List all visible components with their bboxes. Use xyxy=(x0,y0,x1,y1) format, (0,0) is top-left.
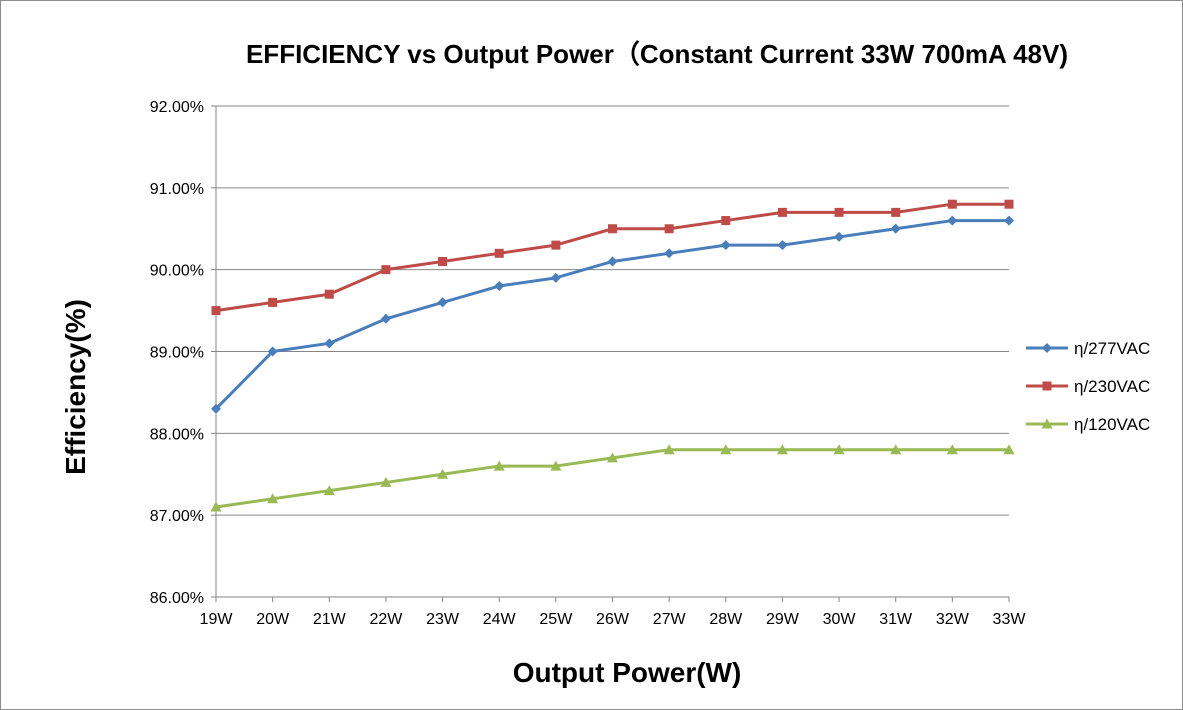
legend-item: η/277VAC xyxy=(1026,339,1150,358)
y-tick-label: 92.00% xyxy=(150,99,204,116)
data-point-diamond xyxy=(834,231,845,242)
y-tick-label: 86.00% xyxy=(150,590,204,607)
data-point-square xyxy=(438,256,448,266)
data-point-triangle xyxy=(720,444,732,455)
data-point-triangle xyxy=(776,444,788,455)
data-point-square xyxy=(608,224,617,234)
data-point-square xyxy=(947,199,957,209)
y-tick-label: 88.00% xyxy=(150,426,204,443)
y-tick-label: 91.00% xyxy=(150,181,204,198)
data-point-triangle xyxy=(946,444,958,455)
x-tick-label: 23W xyxy=(426,611,460,628)
data-point-square xyxy=(268,297,278,307)
data-point-diamond xyxy=(324,338,335,349)
data-point-triangle xyxy=(607,452,618,463)
data-point-diamond xyxy=(777,240,788,251)
data-point-square xyxy=(777,207,787,217)
data-point-diamond xyxy=(720,240,731,251)
series-lines xyxy=(210,199,1015,512)
x-tick-label: 27W xyxy=(653,611,687,628)
x-tick-label: 19W xyxy=(200,611,234,628)
axes: 86.00% 87.00% 88.00% 89.00% 90.00% 91.00% 92.0… xyxy=(150,99,1027,628)
data-point-square xyxy=(211,306,221,316)
data-point-square xyxy=(551,240,561,250)
y-tick-label: 87.00% xyxy=(150,508,204,525)
data-point-triangle xyxy=(1041,418,1053,429)
y-tick-label: 90.00% xyxy=(150,263,204,280)
data-point-diamond xyxy=(890,223,901,234)
data-point-triangle xyxy=(1003,444,1015,455)
x-tick-label: 29W xyxy=(766,611,800,628)
legend: η/277VAC η/230VAC η/120VAC xyxy=(1026,339,1150,434)
legend-item: η/230VAC xyxy=(1026,377,1150,396)
legend-label: η/120VAC xyxy=(1074,415,1150,434)
data-point-triangle xyxy=(493,460,505,471)
data-point-triangle xyxy=(380,476,392,487)
x-tick-label: 24W xyxy=(483,611,517,628)
legend-label: η/230VAC xyxy=(1074,377,1150,396)
data-point-triangle xyxy=(833,444,845,455)
data-point-square xyxy=(721,216,731,226)
y-axis-title: Efficiency(%) xyxy=(60,299,91,475)
x-tick-label: 26W xyxy=(596,611,630,628)
data-point-diamond xyxy=(380,313,391,324)
series-0 xyxy=(211,215,1014,414)
data-point-triangle xyxy=(267,493,279,504)
x-tick-label: 33W xyxy=(993,611,1027,628)
y-tick-label: 89.00% xyxy=(150,345,204,362)
data-point-square xyxy=(381,265,391,275)
data-point-diamond xyxy=(550,272,561,283)
x-tick-label: 32W xyxy=(936,611,970,628)
data-point-triangle xyxy=(890,444,902,455)
data-point-square xyxy=(1042,381,1052,391)
data-point-square xyxy=(664,224,674,234)
x-tick-label: 30W xyxy=(823,611,857,628)
x-tick-label: 21W xyxy=(313,611,347,628)
data-point-square xyxy=(324,289,334,299)
data-point-triangle xyxy=(323,485,335,496)
data-point-square xyxy=(1004,199,1014,209)
x-tick-label: 28W xyxy=(709,611,743,628)
x-tick-label: 20W xyxy=(256,611,290,628)
data-point-square xyxy=(891,207,901,217)
x-tick-label: 22W xyxy=(369,611,403,628)
data-point-diamond xyxy=(267,346,278,357)
x-axis-title: Output Power(W) xyxy=(513,657,742,688)
data-point-diamond xyxy=(1004,215,1014,226)
data-point-diamond xyxy=(664,248,675,259)
series-2 xyxy=(210,444,1015,512)
data-point-diamond xyxy=(494,281,505,292)
data-point-square xyxy=(834,207,844,217)
series-1 xyxy=(211,199,1014,316)
legend-item: η/120VAC xyxy=(1026,415,1150,434)
series-line xyxy=(214,219,1009,410)
data-point-diamond xyxy=(211,403,221,414)
chart-title: EFFICIENCY vs Output Power（Constant Curr… xyxy=(246,39,1068,69)
data-point-diamond xyxy=(437,297,448,308)
gridlines xyxy=(216,105,1009,516)
data-point-triangle xyxy=(210,501,222,512)
data-point-square xyxy=(494,248,504,258)
data-point-triangle xyxy=(663,444,675,455)
data-point-diamond xyxy=(1042,343,1052,353)
data-point-triangle xyxy=(550,460,562,471)
x-tick-label: 31W xyxy=(879,611,913,628)
x-tick-label: 25W xyxy=(539,611,573,628)
legend-label: η/277VAC xyxy=(1074,339,1150,358)
data-point-diamond xyxy=(607,256,618,267)
data-point-diamond xyxy=(947,215,958,226)
data-point-triangle xyxy=(437,468,449,479)
